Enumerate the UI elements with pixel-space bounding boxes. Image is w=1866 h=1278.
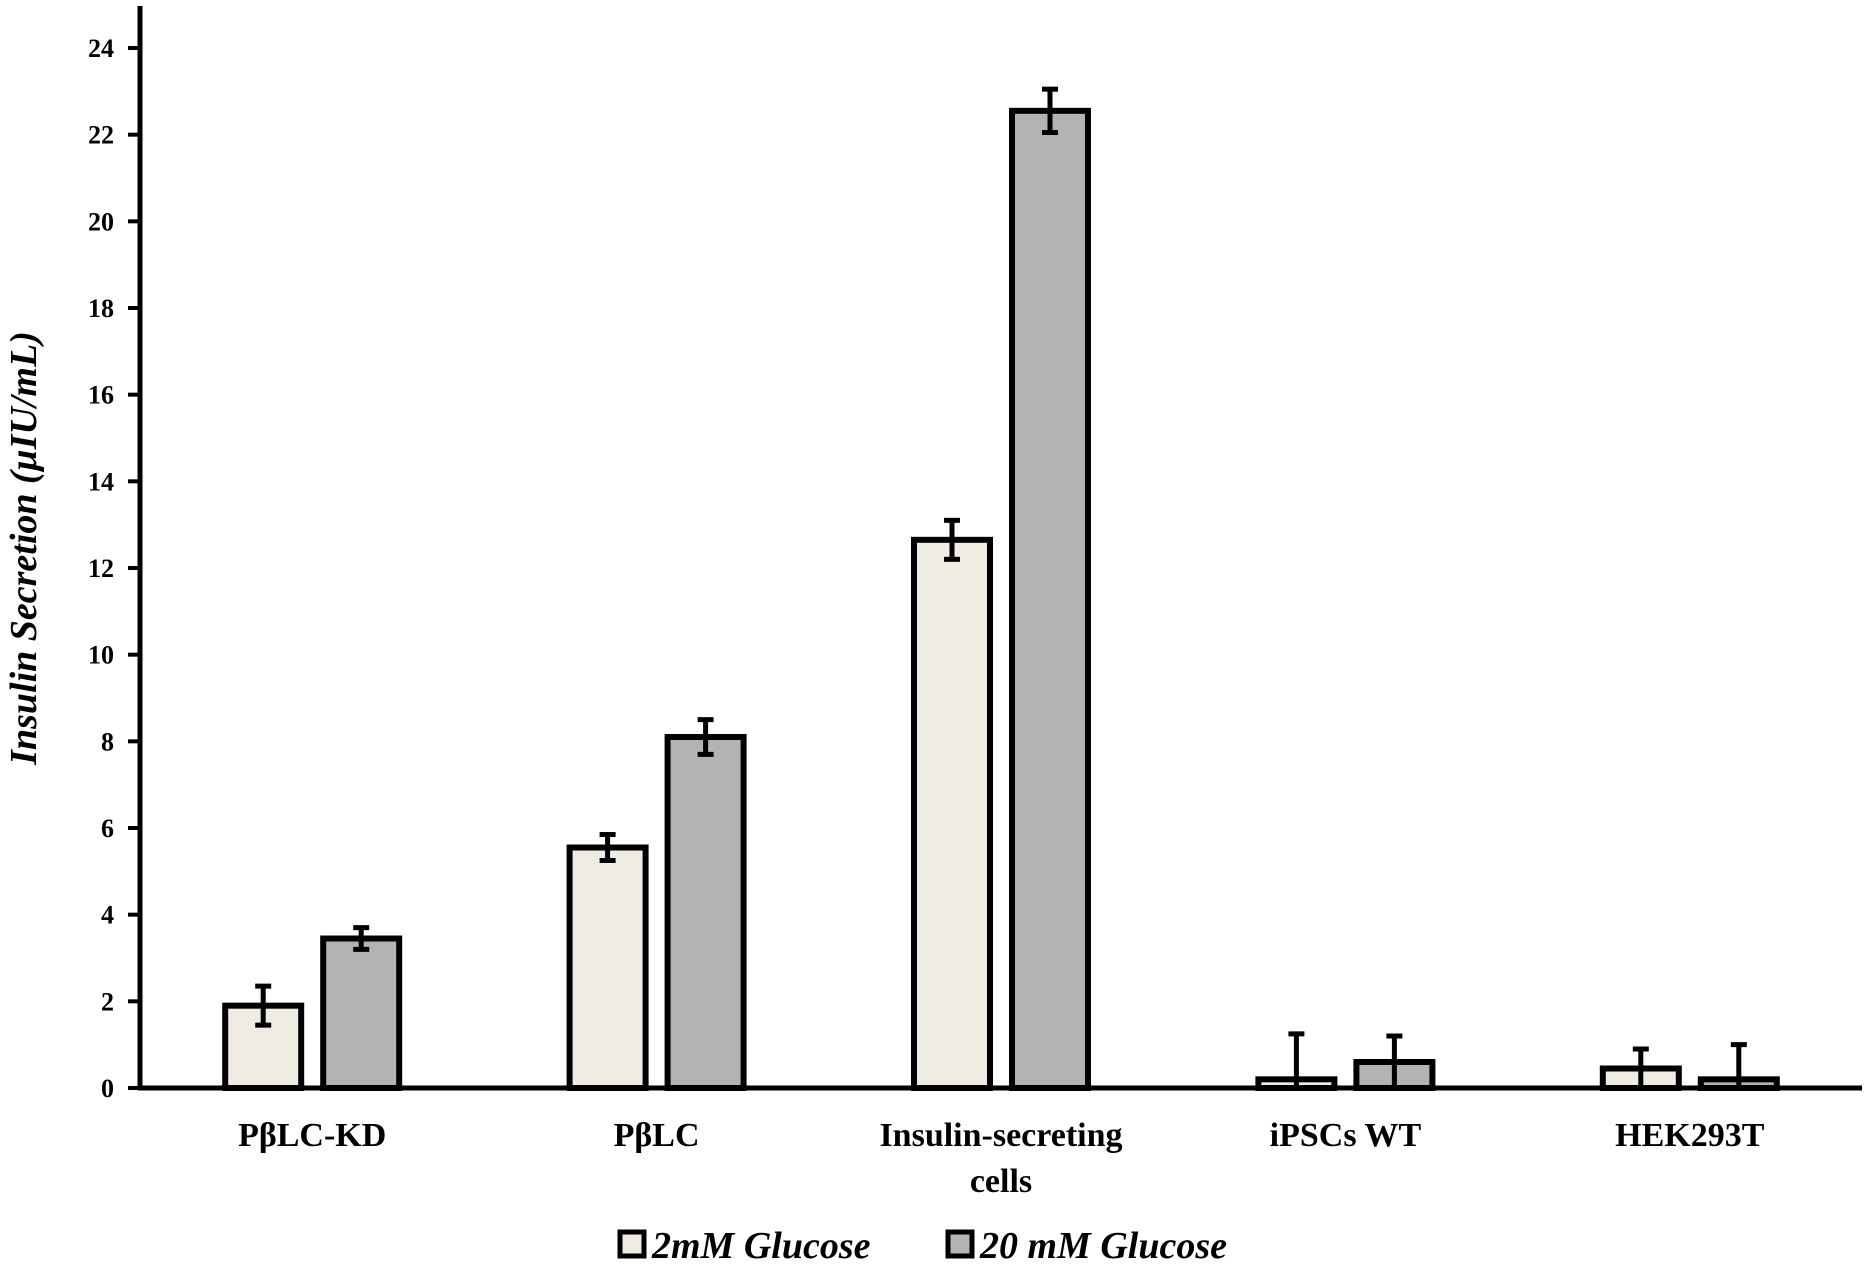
bar xyxy=(1009,107,1091,1092)
y-tick-label: 12 xyxy=(88,554,114,583)
y-tick-label: 4 xyxy=(101,901,114,930)
legend-swatch xyxy=(617,1229,647,1259)
y-tick-label: 10 xyxy=(88,641,114,670)
bar xyxy=(911,536,993,1091)
y-axis-label: Insulin Secretion (µIU/mL) xyxy=(3,331,45,766)
legend-label: 20 mM Glucose xyxy=(979,1225,1227,1267)
legend-label: 2mM Glucose xyxy=(651,1225,871,1267)
legend: 2mM Glucose 20 mM Glucose xyxy=(617,1225,1227,1267)
x-axis-category-labels: PβLC-KD PβLC Insulin-secreting cells iPSCs W… xyxy=(238,1117,1765,1200)
y-tick-label: 6 xyxy=(101,814,114,843)
y-tick-label: 16 xyxy=(88,381,114,410)
y-tick-label: 14 xyxy=(88,467,114,496)
y-tick-label: 24 xyxy=(88,34,114,63)
bar xyxy=(664,734,747,1091)
y-tick-label: 18 xyxy=(88,294,114,323)
x-category-label: cells xyxy=(970,1163,1032,1200)
x-category-label: PβLC-KD xyxy=(238,1117,386,1154)
bars-group xyxy=(222,107,1780,1092)
y-tick-label: 22 xyxy=(88,121,114,150)
bar xyxy=(320,935,403,1091)
y-tick-label: 8 xyxy=(101,727,114,756)
y-tick-label: 20 xyxy=(88,207,114,236)
bar xyxy=(222,1002,305,1092)
bar xyxy=(566,844,649,1091)
legend-swatch xyxy=(945,1229,975,1259)
x-category-label: HEK293T xyxy=(1615,1117,1765,1154)
y-tick-label: 0 xyxy=(101,1074,114,1103)
x-category-label: iPSCs WT xyxy=(1270,1117,1422,1154)
error-bars-group xyxy=(255,86,1747,1088)
y-tick-label: 2 xyxy=(101,987,114,1016)
x-category-label: PβLC xyxy=(614,1117,700,1154)
x-category-label: Insulin-secreting xyxy=(879,1117,1122,1154)
